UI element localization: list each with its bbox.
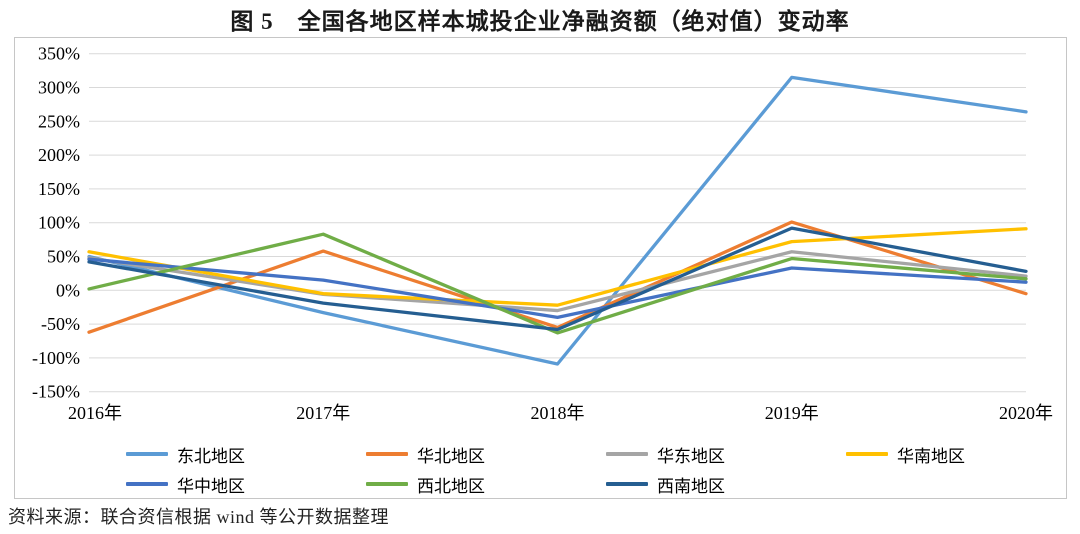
y-axis-tick-label: 50% xyxy=(47,247,80,267)
data-source-note: 资料来源：联合资信根据 wind 等公开数据整理 xyxy=(8,507,389,527)
line-chart-plot: 350% 300% 250% 200% 150% 100% 50% 0% -50% -100% -1… xyxy=(32,44,1053,423)
series-line-华东地区 xyxy=(87,250,1028,313)
series-line-西南地区 xyxy=(87,226,1028,332)
y-axis-tick-label: 200% xyxy=(38,145,80,165)
series-line-华中地区 xyxy=(87,257,1028,319)
series-line-东北地区 xyxy=(87,75,1028,366)
y-axis-tick-label: 0% xyxy=(56,280,80,300)
y-axis-tick-label: 300% xyxy=(38,78,80,98)
chart-title: 图 5 全国各地区样本城投企业净融资额（绝对值）变动率 xyxy=(230,9,850,34)
series-line-西北地区 xyxy=(87,232,1028,335)
series-line-华南地区 xyxy=(87,227,1028,307)
x-axis-tick-label: 2017年 xyxy=(296,403,350,423)
y-axis-tick-label: 100% xyxy=(38,213,80,233)
y-axis-tick-label: -100% xyxy=(32,348,80,368)
y-axis-tick-label: -50% xyxy=(41,314,80,334)
x-axis-tick-label: 2016年 xyxy=(68,403,122,423)
x-axis-tick-label: 2020年 xyxy=(999,403,1053,423)
y-axis-tick-label: 250% xyxy=(38,111,80,131)
x-axis-tick-label: 2018年 xyxy=(531,403,585,423)
x-axis-tick-label: 2019年 xyxy=(765,403,819,423)
chart-area: 350% 300% 250% 200% 150% 100% 50% 0% -50% -100% -1… xyxy=(14,37,1067,499)
y-axis-tick-label: -150% xyxy=(32,382,80,402)
y-axis-tick-label: 150% xyxy=(38,179,80,199)
y-axis-tick-label: 350% xyxy=(38,44,80,64)
